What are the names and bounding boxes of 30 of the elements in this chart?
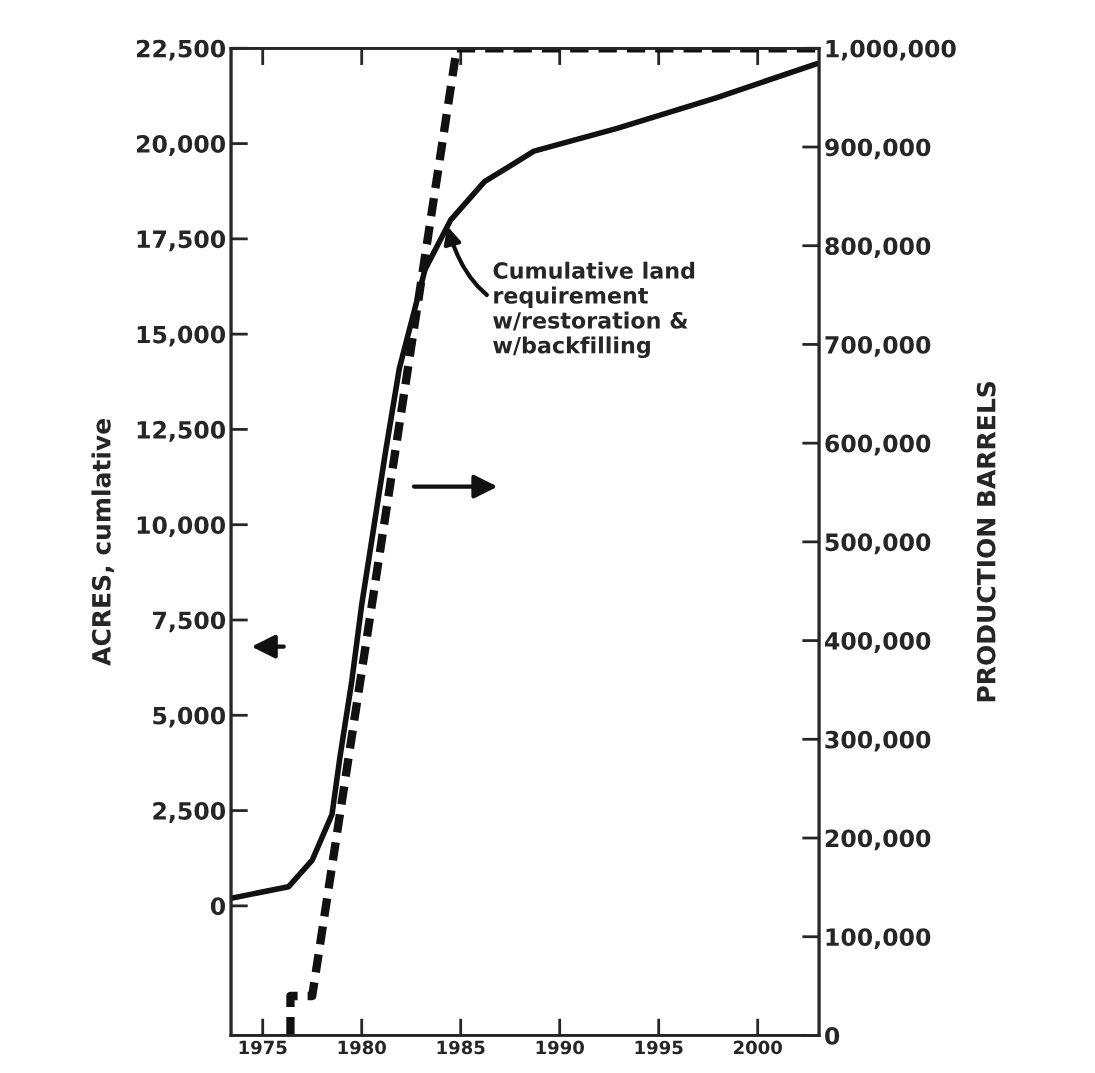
y2-tick-label: 400,000 (824, 632, 931, 653)
y-tick-label: 2,500 (153, 802, 226, 823)
x-tick-label: 1985 (437, 1040, 485, 1055)
y2-tick-label: 200,000 (825, 829, 931, 851)
y-tick-label: 7,500 (153, 611, 226, 633)
y2-axis-title: PRODUCTION BARRELS (976, 382, 996, 702)
y-tick-label: 22,500 (136, 39, 226, 61)
y2-tick-label: 600,000 (825, 434, 931, 456)
y-tick-label: 15,000 (137, 325, 226, 347)
x-tick-label: 1975 (239, 1040, 287, 1055)
y-tick-label: 12,500 (137, 420, 226, 442)
y2-tick-label: 1,000,000 (826, 39, 956, 61)
x-tick-label: 2000 (733, 1040, 782, 1055)
y2-tick-label: 800,000 (825, 237, 931, 259)
y-tick-label: 0 (210, 897, 226, 916)
y2-tick-label: 100,000 (826, 928, 931, 950)
y-tick-label: 17,500 (137, 230, 226, 252)
y2-tick-label: 500,000 (825, 533, 931, 555)
y-axis-title: ACRES, cumlative (91, 419, 114, 666)
x-tick-label: 1980 (338, 1040, 386, 1055)
x-tick-label: 1995 (635, 1040, 683, 1055)
y2-tick-label: 700,000 (825, 335, 931, 357)
annotation: Cumulative land requirement w/restoration & w/backfilling (493, 261, 695, 359)
x-tick-label: 1990 (536, 1040, 584, 1055)
y-tick-label: 5,000 (153, 706, 226, 728)
y2-tick-label: 0 (825, 1026, 840, 1045)
y2-tick-label: 300,000 (825, 730, 931, 752)
y-tick-label: 20,000 (136, 135, 226, 156)
y-tick-label: 10,000 (137, 516, 226, 538)
y2-tick-label: 900,000 (825, 138, 931, 160)
